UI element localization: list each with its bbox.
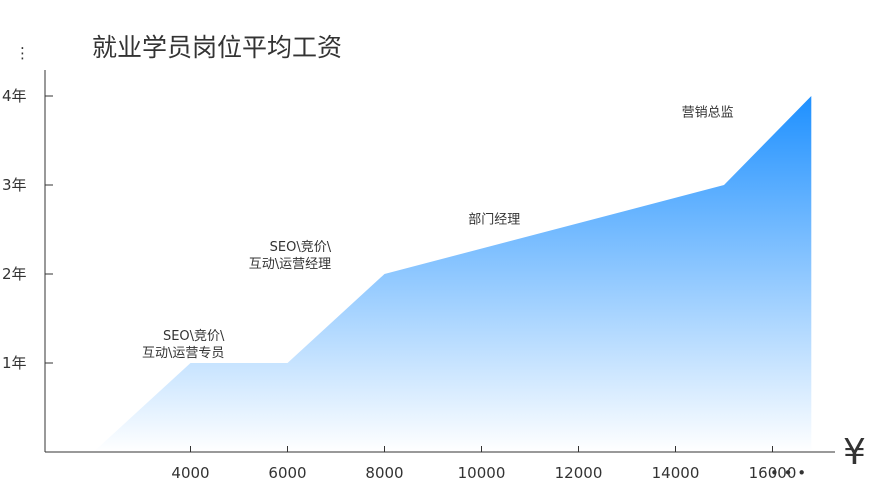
y-axis-continuation: ⋮ xyxy=(15,44,30,62)
y-tick-label: 2年 xyxy=(2,265,27,283)
x-tick-label: 4000 xyxy=(171,464,209,482)
x-tick-label: 12000 xyxy=(555,464,603,482)
y-tick-label: 1年 xyxy=(2,354,27,372)
annotation-label: 互动\运营经理 xyxy=(249,257,331,272)
annotation-label: 营销总监 xyxy=(682,106,734,121)
x-tick-label: 10000 xyxy=(458,464,506,482)
annotation-label: 互动\运营专员 xyxy=(142,346,224,361)
y-tick-label: 3年 xyxy=(2,176,27,194)
x-tick-label: 14000 xyxy=(652,464,700,482)
x-tick-label: 8000 xyxy=(365,464,403,482)
salary-area xyxy=(94,96,812,452)
y-tick-label: 4年 xyxy=(2,87,27,105)
x-tick-label: 6000 xyxy=(268,464,306,482)
annotation-label: SEO\竞价\ xyxy=(270,239,332,255)
x-axis-continuation: • • • xyxy=(770,464,806,482)
annotation-label: SEO\竞价\ xyxy=(163,328,225,344)
yuan-icon: ¥ xyxy=(843,432,866,473)
annotation-label: 部门经理 xyxy=(468,213,520,228)
